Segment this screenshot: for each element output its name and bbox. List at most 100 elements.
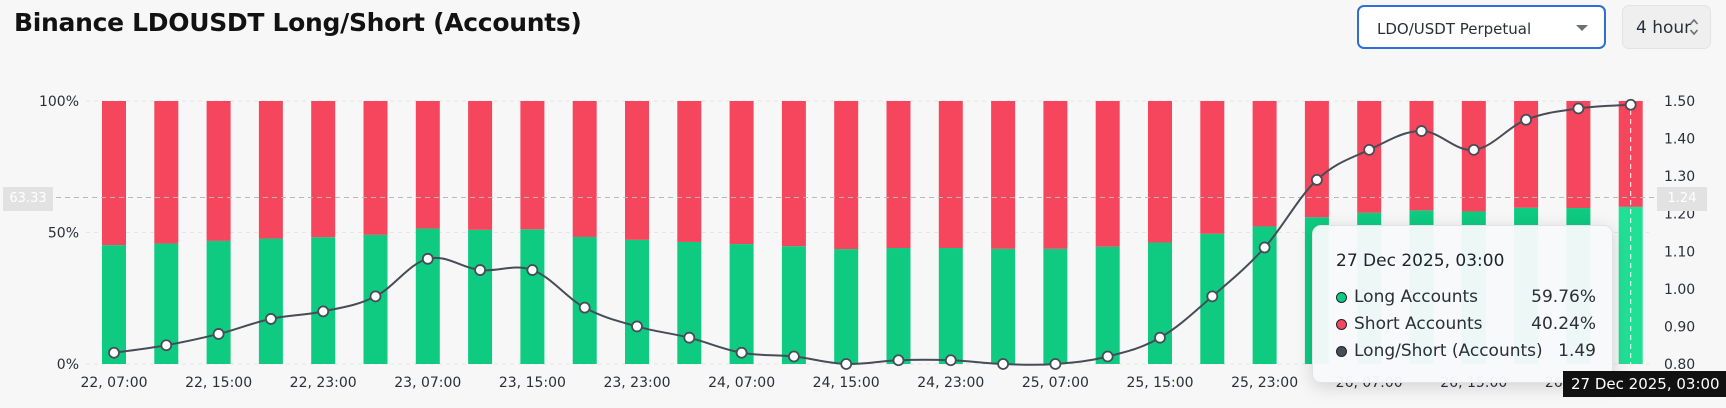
tooltip-row-long: Long Accounts 59.76%: [1336, 287, 1596, 309]
tooltip: 27 Dec 2025, 03:00 Long Accounts 59.76% …: [1312, 225, 1613, 383]
x-tick-label: 22, 07:00: [80, 375, 147, 391]
ratio-point: [1467, 143, 1480, 156]
x-tick-label: 25, 15:00: [1126, 375, 1193, 391]
x-tick-label: 22, 23:00: [290, 375, 357, 391]
crosshair-x-label: 27 Dec 2025, 03:00: [1563, 371, 1726, 397]
x-tick-label: 25, 23:00: [1231, 375, 1298, 391]
short-bar: [258, 101, 283, 239]
page-title: Binance LDOUSDT Long/Short (Accounts): [14, 8, 582, 37]
ratio-point: [788, 350, 800, 363]
tooltip-row-label: Short Accounts: [1354, 314, 1483, 334]
ratio-point: [1415, 125, 1428, 137]
tooltip-date: 27 Dec 2025, 03:00: [1336, 251, 1505, 271]
ratio-point: [108, 346, 120, 359]
long-bar: [1095, 246, 1120, 364]
ratio-point: [1520, 113, 1532, 126]
short-bar: [1357, 101, 1382, 213]
short-bar: [468, 101, 493, 230]
ratio-point: [1206, 290, 1219, 303]
short-bar: [729, 101, 754, 245]
short-bar: [1200, 101, 1225, 234]
ratio-point: [264, 313, 277, 325]
short-dot-icon: [1336, 319, 1347, 330]
crosshair-right-value: 1.24: [1657, 187, 1707, 211]
crosshair: [56, 101, 1656, 364]
ratio-point: [369, 290, 382, 303]
ratio-point: [1154, 331, 1166, 344]
y-right-tick-label: 0.80: [1664, 357, 1695, 373]
ratio-point: [317, 305, 330, 318]
short-bar: [938, 101, 963, 249]
short-bar: [834, 101, 859, 250]
y-left-tick-label: 0%: [57, 357, 79, 373]
short-bar: [677, 101, 702, 242]
short-bar: [1043, 101, 1068, 249]
ratio-point: [578, 301, 591, 314]
short-bar: [991, 101, 1016, 249]
long-bar: [258, 238, 283, 364]
long-bar: [520, 229, 545, 364]
tooltip-row-value: 40.24%: [1531, 314, 1596, 334]
ratio-point: [735, 346, 748, 359]
ratio-point: [997, 358, 1009, 370]
short-bar: [781, 101, 806, 247]
long-bar: [311, 237, 336, 364]
y-left-tick-label: 100%: [39, 94, 79, 110]
y-right-tick-label: 1.10: [1664, 244, 1695, 260]
long-bar: [729, 244, 754, 364]
ratio-point: [1049, 358, 1062, 370]
ratio-point: [421, 252, 434, 265]
ratio-point: [1572, 102, 1585, 115]
x-tick-label: 25, 07:00: [1022, 375, 1089, 391]
long-bar: [886, 248, 911, 364]
ratio-point: [526, 264, 539, 276]
ratio-dot-icon: [1336, 346, 1347, 357]
short-bar: [1409, 101, 1434, 211]
short-bar: [363, 101, 388, 235]
ratio-point: [474, 264, 487, 276]
long-bar: [206, 240, 231, 364]
long-bar: [834, 249, 859, 364]
ratio-point: [1363, 143, 1376, 156]
axes: 0%50%100%0.800.901.001.101.201.301.401.5…: [39, 94, 1695, 391]
long-bar: [468, 229, 493, 364]
short-bar: [520, 101, 545, 230]
long-bar: [1043, 248, 1068, 364]
long-bar: [938, 248, 963, 364]
y-right-tick-label: 0.90: [1664, 319, 1695, 335]
long-dot-icon: [1336, 292, 1347, 303]
long-bar: [991, 248, 1016, 364]
short-bar: [1566, 101, 1591, 209]
x-tick-label: 23, 07:00: [394, 375, 461, 391]
x-tick-label: 23, 15:00: [499, 375, 566, 391]
ratio-point: [1311, 173, 1323, 186]
pair-select-value: LDO/USDT Perpetual: [1377, 20, 1532, 38]
short-bar: [102, 101, 126, 246]
long-bar: [102, 245, 126, 364]
long-bar: [781, 246, 806, 364]
y-right-tick-label: 1.50: [1664, 94, 1695, 110]
short-bar: [415, 101, 440, 229]
x-tick-label: 23, 23:00: [603, 375, 670, 391]
short-bar: [572, 101, 597, 237]
x-tick-label: 24, 15:00: [813, 375, 880, 391]
long-bar: [1148, 242, 1172, 364]
crosshair-left-value: 63.33: [3, 187, 53, 211]
ratio-point: [212, 328, 225, 340]
short-bar: [311, 101, 336, 238]
x-tick-label: 24, 07:00: [708, 375, 775, 391]
chevron-down-icon: [1576, 25, 1588, 31]
interval-select-value: 4 hour: [1636, 18, 1692, 38]
y-right-tick-label: 1.40: [1664, 132, 1695, 148]
short-bar: [1618, 101, 1643, 207]
short-bar: [886, 101, 911, 249]
short-bar: [625, 101, 649, 240]
pair-select[interactable]: LDO/USDT Perpetual: [1357, 5, 1606, 49]
tooltip-row-short: Short Accounts 40.24%: [1336, 314, 1596, 336]
long-bar: [572, 236, 597, 364]
x-tick-label: 22, 15:00: [185, 375, 252, 391]
interval-select[interactable]: 4 hour: [1622, 5, 1711, 49]
tooltip-row-value: 1.49: [1558, 341, 1596, 361]
tooltip-row-value: 59.76%: [1531, 287, 1596, 307]
